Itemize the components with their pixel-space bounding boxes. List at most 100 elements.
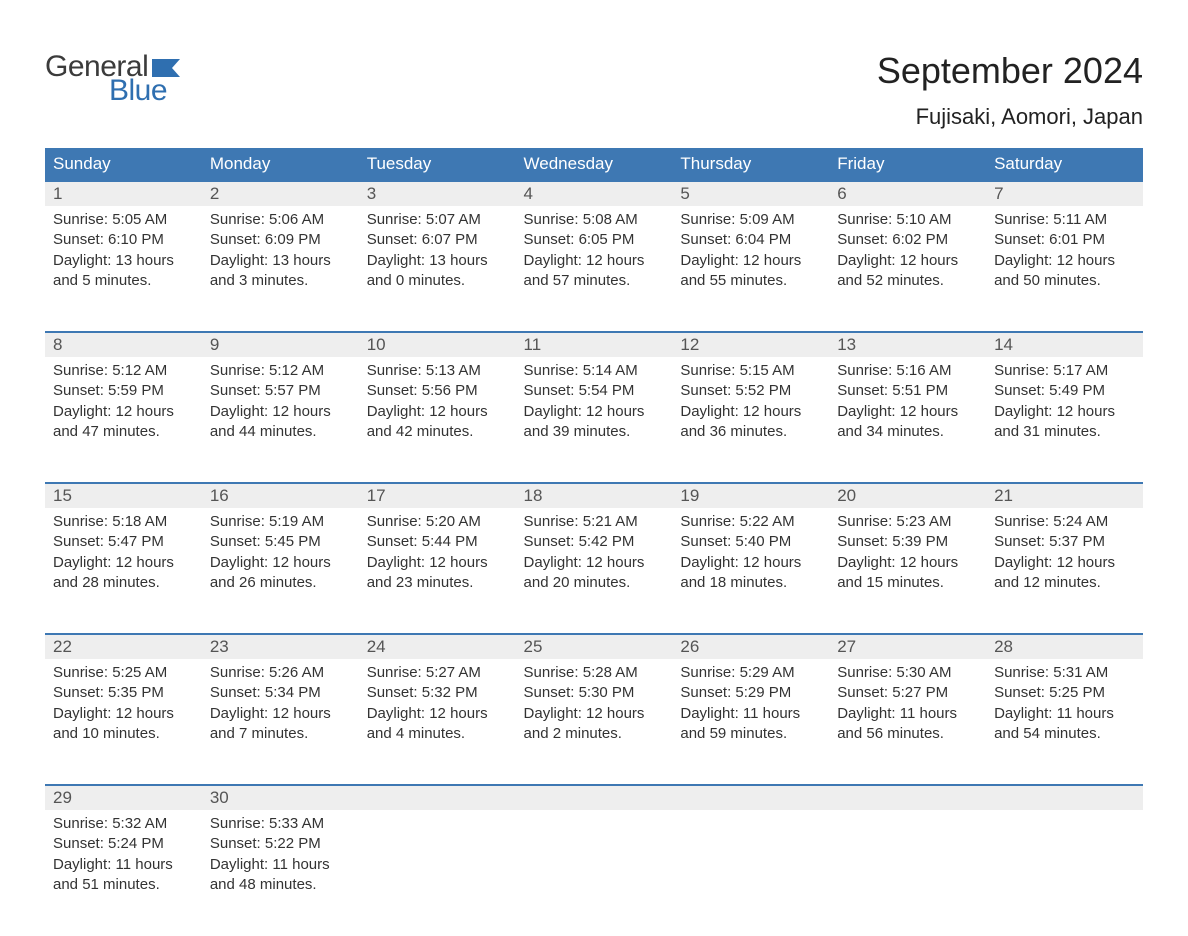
day-cell: Sunrise: 5:23 AMSunset: 5:39 PMDaylight:…	[829, 508, 986, 634]
day-cell: Sunrise: 5:31 AMSunset: 5:25 PMDaylight:…	[986, 659, 1143, 785]
day-cell: Sunrise: 5:19 AMSunset: 5:45 PMDaylight:…	[202, 508, 359, 634]
day-content: Sunrise: 5:32 AMSunset: 5:24 PMDaylight:…	[45, 810, 202, 895]
daynum-cell: 17	[359, 484, 516, 508]
day-content: Sunrise: 5:28 AMSunset: 5:30 PMDaylight:…	[516, 659, 673, 744]
daynum-cell: 13	[829, 333, 986, 357]
day-cell	[359, 810, 516, 936]
daynum-cell: 30	[202, 786, 359, 810]
day-cell	[672, 810, 829, 936]
day-content: Sunrise: 5:23 AMSunset: 5:39 PMDaylight:…	[829, 508, 986, 593]
day-cell: Sunrise: 5:13 AMSunset: 5:56 PMDaylight:…	[359, 357, 516, 483]
day-cell: Sunrise: 5:16 AMSunset: 5:51 PMDaylight:…	[829, 357, 986, 483]
day-cell: Sunrise: 5:21 AMSunset: 5:42 PMDaylight:…	[516, 508, 673, 634]
day-number: 21	[986, 484, 1143, 508]
daynum-cell	[516, 786, 673, 810]
day-cell: Sunrise: 5:14 AMSunset: 5:54 PMDaylight:…	[516, 357, 673, 483]
day-cell: Sunrise: 5:22 AMSunset: 5:40 PMDaylight:…	[672, 508, 829, 634]
day-cell	[986, 810, 1143, 936]
daynum-cell: 24	[359, 635, 516, 659]
content-row: Sunrise: 5:25 AMSunset: 5:35 PMDaylight:…	[45, 659, 1143, 785]
month-title: September 2024	[877, 50, 1143, 92]
day-content: Sunrise: 5:18 AMSunset: 5:47 PMDaylight:…	[45, 508, 202, 593]
day-number: 2	[202, 182, 359, 206]
daynum-cell: 16	[202, 484, 359, 508]
daynum-cell: 2	[202, 182, 359, 206]
day-number: 4	[516, 182, 673, 206]
day-cell: Sunrise: 5:18 AMSunset: 5:47 PMDaylight:…	[45, 508, 202, 634]
day-cell: Sunrise: 5:11 AMSunset: 6:01 PMDaylight:…	[986, 206, 1143, 332]
day-cell	[829, 810, 986, 936]
daynum-cell	[359, 786, 516, 810]
daynum-cell: 11	[516, 333, 673, 357]
day-content: Sunrise: 5:26 AMSunset: 5:34 PMDaylight:…	[202, 659, 359, 744]
day-number: 14	[986, 333, 1143, 357]
daynum-cell: 9	[202, 333, 359, 357]
day-content: Sunrise: 5:05 AMSunset: 6:10 PMDaylight:…	[45, 206, 202, 291]
day-cell: Sunrise: 5:08 AMSunset: 6:05 PMDaylight:…	[516, 206, 673, 332]
day-header: Saturday	[986, 148, 1143, 181]
day-cell: Sunrise: 5:27 AMSunset: 5:32 PMDaylight:…	[359, 659, 516, 785]
daynum-cell: 22	[45, 635, 202, 659]
day-content: Sunrise: 5:29 AMSunset: 5:29 PMDaylight:…	[672, 659, 829, 744]
daynum-cell: 25	[516, 635, 673, 659]
day-cell: Sunrise: 5:17 AMSunset: 5:49 PMDaylight:…	[986, 357, 1143, 483]
day-content: Sunrise: 5:21 AMSunset: 5:42 PMDaylight:…	[516, 508, 673, 593]
day-content: Sunrise: 5:08 AMSunset: 6:05 PMDaylight:…	[516, 206, 673, 291]
daynum-cell: 19	[672, 484, 829, 508]
day-content: Sunrise: 5:16 AMSunset: 5:51 PMDaylight:…	[829, 357, 986, 442]
daynum-cell: 7	[986, 182, 1143, 206]
daynum-cell: 21	[986, 484, 1143, 508]
day-content: Sunrise: 5:24 AMSunset: 5:37 PMDaylight:…	[986, 508, 1143, 593]
day-number: 24	[359, 635, 516, 659]
day-number: 16	[202, 484, 359, 508]
calendar-header-row: SundayMondayTuesdayWednesdayThursdayFrid…	[45, 148, 1143, 181]
day-number: 19	[672, 484, 829, 508]
day-cell: Sunrise: 5:09 AMSunset: 6:04 PMDaylight:…	[672, 206, 829, 332]
daynum-cell: 27	[829, 635, 986, 659]
day-number: 22	[45, 635, 202, 659]
day-content: Sunrise: 5:22 AMSunset: 5:40 PMDaylight:…	[672, 508, 829, 593]
day-cell: Sunrise: 5:28 AMSunset: 5:30 PMDaylight:…	[516, 659, 673, 785]
day-content: Sunrise: 5:15 AMSunset: 5:52 PMDaylight:…	[672, 357, 829, 442]
day-content: Sunrise: 5:20 AMSunset: 5:44 PMDaylight:…	[359, 508, 516, 593]
day-number: 25	[516, 635, 673, 659]
day-content: Sunrise: 5:19 AMSunset: 5:45 PMDaylight:…	[202, 508, 359, 593]
day-number: 15	[45, 484, 202, 508]
daynum-cell: 6	[829, 182, 986, 206]
day-number: 8	[45, 333, 202, 357]
daynum-cell: 3	[359, 182, 516, 206]
day-number: 28	[986, 635, 1143, 659]
daynum-cell: 1	[45, 182, 202, 206]
day-content: Sunrise: 5:17 AMSunset: 5:49 PMDaylight:…	[986, 357, 1143, 442]
day-content: Sunrise: 5:27 AMSunset: 5:32 PMDaylight:…	[359, 659, 516, 744]
logo-text-blue: Blue	[109, 74, 167, 108]
day-number: 3	[359, 182, 516, 206]
day-content: Sunrise: 5:06 AMSunset: 6:09 PMDaylight:…	[202, 206, 359, 291]
day-content: Sunrise: 5:10 AMSunset: 6:02 PMDaylight:…	[829, 206, 986, 291]
daynum-row: 15161718192021	[45, 484, 1143, 508]
day-cell: Sunrise: 5:25 AMSunset: 5:35 PMDaylight:…	[45, 659, 202, 785]
day-content: Sunrise: 5:33 AMSunset: 5:22 PMDaylight:…	[202, 810, 359, 895]
content-row: Sunrise: 5:32 AMSunset: 5:24 PMDaylight:…	[45, 810, 1143, 936]
day-header: Wednesday	[516, 148, 673, 181]
day-content: Sunrise: 5:07 AMSunset: 6:07 PMDaylight:…	[359, 206, 516, 291]
day-cell: Sunrise: 5:30 AMSunset: 5:27 PMDaylight:…	[829, 659, 986, 785]
day-header: Thursday	[672, 148, 829, 181]
day-cell	[516, 810, 673, 936]
daynum-cell	[829, 786, 986, 810]
day-cell: Sunrise: 5:07 AMSunset: 6:07 PMDaylight:…	[359, 206, 516, 332]
daynum-cell: 20	[829, 484, 986, 508]
calendar-table: SundayMondayTuesdayWednesdayThursdayFrid…	[45, 148, 1143, 936]
day-number: 26	[672, 635, 829, 659]
day-cell: Sunrise: 5:12 AMSunset: 5:57 PMDaylight:…	[202, 357, 359, 483]
day-number: 6	[829, 182, 986, 206]
day-number: 1	[45, 182, 202, 206]
day-number: 29	[45, 786, 202, 810]
daynum-cell: 18	[516, 484, 673, 508]
content-row: Sunrise: 5:12 AMSunset: 5:59 PMDaylight:…	[45, 357, 1143, 483]
day-content: Sunrise: 5:31 AMSunset: 5:25 PMDaylight:…	[986, 659, 1143, 744]
day-number: 5	[672, 182, 829, 206]
daynum-cell: 14	[986, 333, 1143, 357]
daynum-cell: 8	[45, 333, 202, 357]
daynum-row: 2930	[45, 786, 1143, 810]
